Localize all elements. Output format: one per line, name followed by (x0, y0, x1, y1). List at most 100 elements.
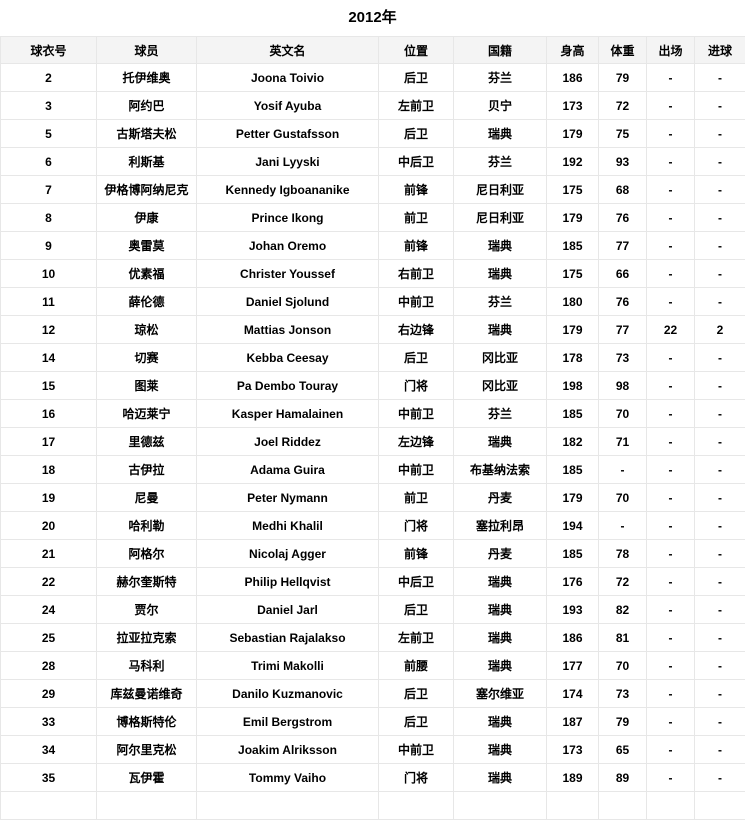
table-cell: 17 (0, 427, 97, 456)
table-cell: 77 (598, 315, 647, 344)
table-cell: - (694, 735, 745, 764)
table-cell: - (694, 175, 745, 204)
table-cell: 瑞典 (453, 119, 547, 148)
table-cell: 阿尔里克松 (96, 735, 197, 764)
table-cell: 77 (598, 231, 647, 260)
table-cell (453, 791, 547, 820)
table-cell: 哈利勒 (96, 511, 197, 540)
table-cell: 马科利 (96, 651, 197, 680)
table-row: 3 阿约巴 Yosif Ayuba 左前卫 贝宁 173 72- - (0, 91, 745, 120)
table-cell: - (646, 651, 695, 680)
table-cell: 切赛 (96, 343, 197, 372)
table-cell: 65 (598, 735, 647, 764)
table-row: 7 伊格博阿纳尼克 Kennedy Igboananike 前锋 尼日利亚 175 68- - (0, 175, 745, 204)
table-cell: - (694, 343, 745, 372)
table-cell: 12 (0, 315, 97, 344)
table-cell: 10 (0, 259, 97, 288)
table-row: 24 贾尔 Daniel Jarl 后卫 瑞典 193 82- - (0, 595, 745, 624)
table-cell: 瑞典 (453, 651, 547, 680)
table-cell: 阿约巴 (96, 91, 197, 120)
table-cell: Kebba Ceesay (196, 343, 379, 372)
table-cell: 瑞典 (453, 623, 547, 652)
table-cell: Christer Youssef (196, 259, 379, 288)
table-cell: 175 (546, 259, 599, 288)
table-cell: - (646, 427, 695, 456)
table-cell: 拉亚拉克索 (96, 623, 197, 652)
table-cell: 后卫 (378, 595, 454, 624)
table-cell: 丹麦 (453, 483, 547, 512)
table-cell: - (646, 623, 695, 652)
table-cell: 库兹曼诺维奇 (96, 679, 197, 708)
table-cell: 192 (546, 147, 599, 176)
table-cell: 70 (598, 483, 647, 512)
table-cell: - (646, 763, 695, 792)
table-cell: 布基纳法索 (453, 455, 547, 484)
table-cell: 中后卫 (378, 567, 454, 596)
table-cell: 中前卫 (378, 287, 454, 316)
table-cell: 琼松 (96, 315, 197, 344)
table-cell: Kennedy Igboananike (196, 175, 379, 204)
table-cell: 173 (546, 735, 599, 764)
table-cell: - (694, 203, 745, 232)
table-cell: - (646, 343, 695, 372)
table-cell: Emil Bergstrom (196, 707, 379, 736)
table-cell: 瑞典 (453, 595, 547, 624)
table-cell: - (646, 511, 695, 540)
table-cell: 178 (546, 343, 599, 372)
column-header: 身高 (546, 36, 599, 64)
table-row: 25 拉亚拉克索 Sebastian Rajalakso 左前卫 瑞典 186 81- - (0, 623, 745, 652)
table-cell: Joakim Alriksson (196, 735, 379, 764)
table-cell: - (646, 679, 695, 708)
table-cell: 72 (598, 567, 647, 596)
table-cell: 中后卫 (378, 147, 454, 176)
table-cell: 门将 (378, 371, 454, 400)
table-cell: 丹麦 (453, 539, 547, 568)
table-cell: 25 (0, 623, 97, 652)
table-cell: Joel Riddez (196, 427, 379, 456)
table-cell: 73 (598, 679, 647, 708)
table-row: 8 伊康 Prince Ikong 前卫 尼日利亚 179 76- - (0, 203, 745, 232)
table-cell: 179 (546, 483, 599, 512)
table-cell: 优素福 (96, 259, 197, 288)
table-row: 2 托伊维奥 Joona Toivio 后卫 芬兰 186 79- - (0, 63, 745, 92)
table-cell: 186 (546, 63, 599, 92)
table-cell: 贾尔 (96, 595, 197, 624)
table-cell: Joona Toivio (196, 63, 379, 92)
table-cell: Sebastian Rajalakso (196, 623, 379, 652)
table-cell: 古伊拉 (96, 455, 197, 484)
table-cell: - (694, 399, 745, 428)
table-cell: 利斯基 (96, 147, 197, 176)
table-cell: 78 (598, 539, 647, 568)
table-cell: 185 (546, 231, 599, 260)
table-row: 17 里德兹 Joel Riddez 左边锋 瑞典 182 71- - (0, 427, 745, 456)
table-cell: 里德兹 (96, 427, 197, 456)
table-cell: 瑞典 (453, 231, 547, 260)
table-cell: - (694, 511, 745, 540)
table-cell: 194 (546, 511, 599, 540)
column-header: 位置 (378, 36, 454, 64)
table-cell: 芬兰 (453, 147, 547, 176)
table-cell: 尼曼 (96, 483, 197, 512)
table-cell: 瓦伊霍 (96, 763, 197, 792)
table-cell: 93 (598, 147, 647, 176)
table-cell: 71 (598, 427, 647, 456)
table-cell: 89 (598, 763, 647, 792)
table-cell: 前腰 (378, 651, 454, 680)
table-cell: 瑞典 (453, 259, 547, 288)
table-cell: 70 (598, 399, 647, 428)
table-cell (196, 791, 379, 820)
table-cell: 76 (598, 287, 647, 316)
table-cell: - (646, 735, 695, 764)
table-cell: 左边锋 (378, 427, 454, 456)
table-cell: - (646, 147, 695, 176)
table-cell: 左前卫 (378, 91, 454, 120)
table-row: 33 博格斯特伦 Emil Bergstrom 后卫 瑞典 187 79- - (0, 707, 745, 736)
table-cell: 15 (0, 371, 97, 400)
table-cell: 182 (546, 427, 599, 456)
column-header: 体重 (598, 36, 647, 64)
table-cell: 7 (0, 175, 97, 204)
table-cell: 前锋 (378, 175, 454, 204)
table-cell: 左前卫 (378, 623, 454, 652)
table-cell: - (694, 231, 745, 260)
table-cell: Prince Ikong (196, 203, 379, 232)
